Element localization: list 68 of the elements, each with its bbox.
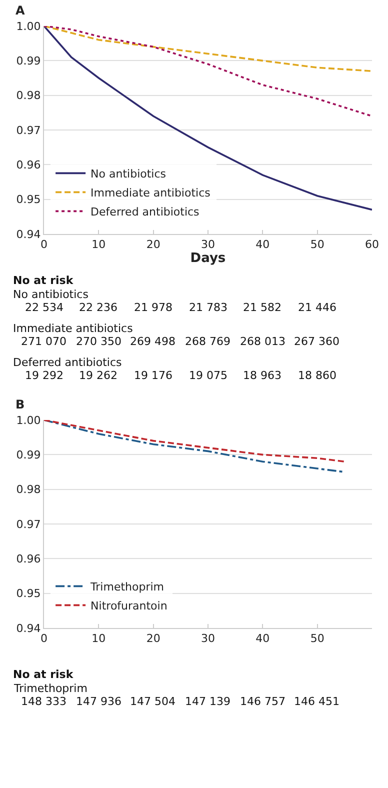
legend-label: Immediate antibiotics bbox=[90, 186, 211, 200]
y-tick-label: 0.97 bbox=[16, 518, 41, 531]
text: Deferred antibiotics bbox=[13, 356, 122, 369]
text: 146 451 bbox=[294, 695, 340, 708]
text: 21 582 bbox=[243, 301, 282, 314]
y-tick-label: 0.99 bbox=[16, 54, 41, 68]
text: 147 936 bbox=[76, 695, 122, 708]
y-tick-label: 0.98 bbox=[16, 483, 41, 496]
text: 267 360 bbox=[294, 335, 340, 348]
text: 271 070 bbox=[21, 335, 66, 348]
text: 19 292 bbox=[25, 369, 64, 382]
line-series bbox=[44, 420, 346, 462]
text: 268 013 bbox=[240, 335, 286, 348]
text: 147 139 bbox=[185, 695, 230, 708]
text: 18 860 bbox=[298, 369, 336, 382]
legend-label: No antibiotics bbox=[90, 167, 166, 180]
text: 21 978 bbox=[134, 301, 172, 314]
x-tick-label: 0 bbox=[40, 238, 48, 252]
x-tick-label: 50 bbox=[310, 632, 324, 646]
x-axis-title: Days bbox=[190, 251, 226, 266]
line-series bbox=[44, 26, 372, 118]
text: No at risk bbox=[13, 274, 74, 287]
text: 22 236 bbox=[79, 301, 118, 314]
y-tick-label: 0.96 bbox=[16, 158, 41, 172]
text: 268 769 bbox=[185, 335, 230, 348]
y-tick-label: 1.00 bbox=[16, 20, 41, 33]
text: Trimethoprim bbox=[13, 682, 88, 695]
text: 148 333 bbox=[21, 695, 66, 708]
y-tick-label: 0.97 bbox=[16, 124, 41, 137]
y-tick-label: 0.95 bbox=[16, 193, 41, 206]
text: No at risk bbox=[13, 668, 74, 681]
y-tick-label: 1.00 bbox=[16, 414, 41, 427]
text: 21 783 bbox=[189, 301, 228, 314]
x-tick-label: 30 bbox=[201, 632, 215, 646]
text: No antibiotics bbox=[13, 288, 89, 301]
y-tick-label: 0.96 bbox=[16, 552, 41, 566]
text: 146 757 bbox=[240, 695, 286, 708]
x-tick-label: 10 bbox=[92, 238, 106, 252]
text: 19 176 bbox=[134, 369, 172, 382]
text: Immediate antibiotics bbox=[13, 322, 134, 335]
x-tick-label: 20 bbox=[146, 632, 160, 646]
text: 18 963 bbox=[243, 369, 282, 382]
y-tick-label: 0.99 bbox=[16, 448, 41, 462]
text: 19 075 bbox=[189, 369, 228, 382]
x-tick-label: 50 bbox=[310, 238, 324, 252]
x-tick-label: 10 bbox=[92, 632, 106, 646]
text: 22 534 bbox=[25, 301, 64, 314]
x-tick-label: 40 bbox=[256, 632, 270, 646]
legend-label: Nitrofurantoin bbox=[90, 599, 168, 612]
x-tick-label: 20 bbox=[146, 238, 160, 252]
text: 270 350 bbox=[76, 335, 122, 348]
chart-title: A bbox=[16, 3, 26, 18]
text: 147 504 bbox=[130, 695, 176, 708]
y-tick-label: 0.94 bbox=[16, 622, 41, 635]
x-tick-label: 40 bbox=[256, 238, 270, 252]
chart-title: B bbox=[16, 397, 25, 412]
y-tick-label: 0.95 bbox=[16, 587, 41, 600]
y-tick-label: 0.94 bbox=[16, 228, 41, 241]
text: 21 446 bbox=[298, 301, 336, 314]
x-tick-label: 30 bbox=[201, 238, 215, 252]
line-series bbox=[44, 26, 372, 72]
text: 19 262 bbox=[79, 369, 118, 382]
legend-label: Deferred antibiotics bbox=[90, 205, 200, 218]
legend-label: Trimethoprim bbox=[90, 580, 164, 594]
x-tick-label: 0 bbox=[40, 632, 48, 646]
text: 269 498 bbox=[130, 335, 176, 348]
y-tick-label: 0.98 bbox=[16, 89, 41, 102]
x-tick-label: 60 bbox=[365, 238, 379, 252]
